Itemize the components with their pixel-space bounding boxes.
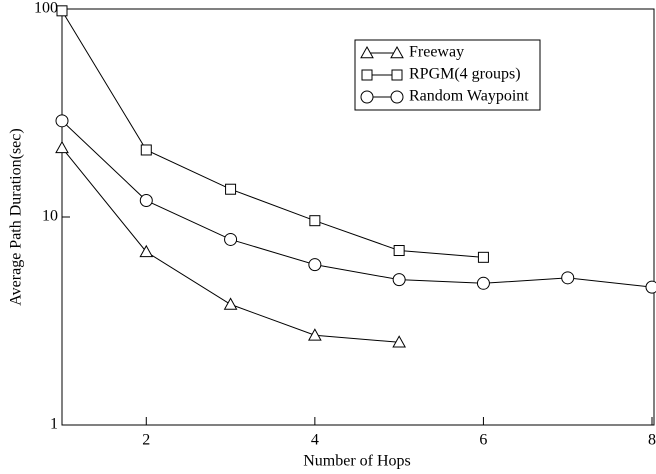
data-point [561,271,575,285]
data-point [308,328,322,341]
data-point [392,335,406,348]
series-line [61,120,653,288]
data-point [140,144,152,156]
data-point [56,5,68,17]
data-point [225,183,237,195]
data-point [392,273,406,287]
y-tick-label: 100 [34,0,58,17]
data-point [477,251,489,263]
data-point [476,276,490,290]
x-tick-label: 6 [479,432,487,449]
data-point [55,140,69,154]
legend-label: Random Waypoint [409,88,529,105]
x-tick-label: 8 [648,432,656,449]
x-tick-label: 4 [311,432,319,449]
legend-marker [390,90,404,104]
data-point [223,297,238,310]
legend-marker [390,45,404,59]
legend: Freeway RPGM(4 groups) Random Waypoint [354,39,541,111]
legend-marker [361,69,373,81]
data-point [309,215,321,227]
y-tick-label: 10 [42,208,58,225]
series-line [61,10,484,258]
data-point [308,258,322,272]
y-tick-label: 1 [50,416,58,433]
data-point [139,244,154,258]
y-axis-label: Average Path Duration(sec) [8,128,25,305]
legend-marker [360,90,374,104]
data-point [139,194,153,208]
legend-label: RPGM(4 groups) [409,66,521,83]
x-axis-label: Number of Hops [303,453,411,470]
data-point [393,245,405,257]
data-point [55,114,69,128]
data-point [224,232,238,246]
x-tick-label: 2 [142,432,150,449]
data-point [645,280,656,294]
legend-marker [360,45,374,59]
legend-label: Freeway [409,44,464,61]
legend-marker [391,69,403,81]
